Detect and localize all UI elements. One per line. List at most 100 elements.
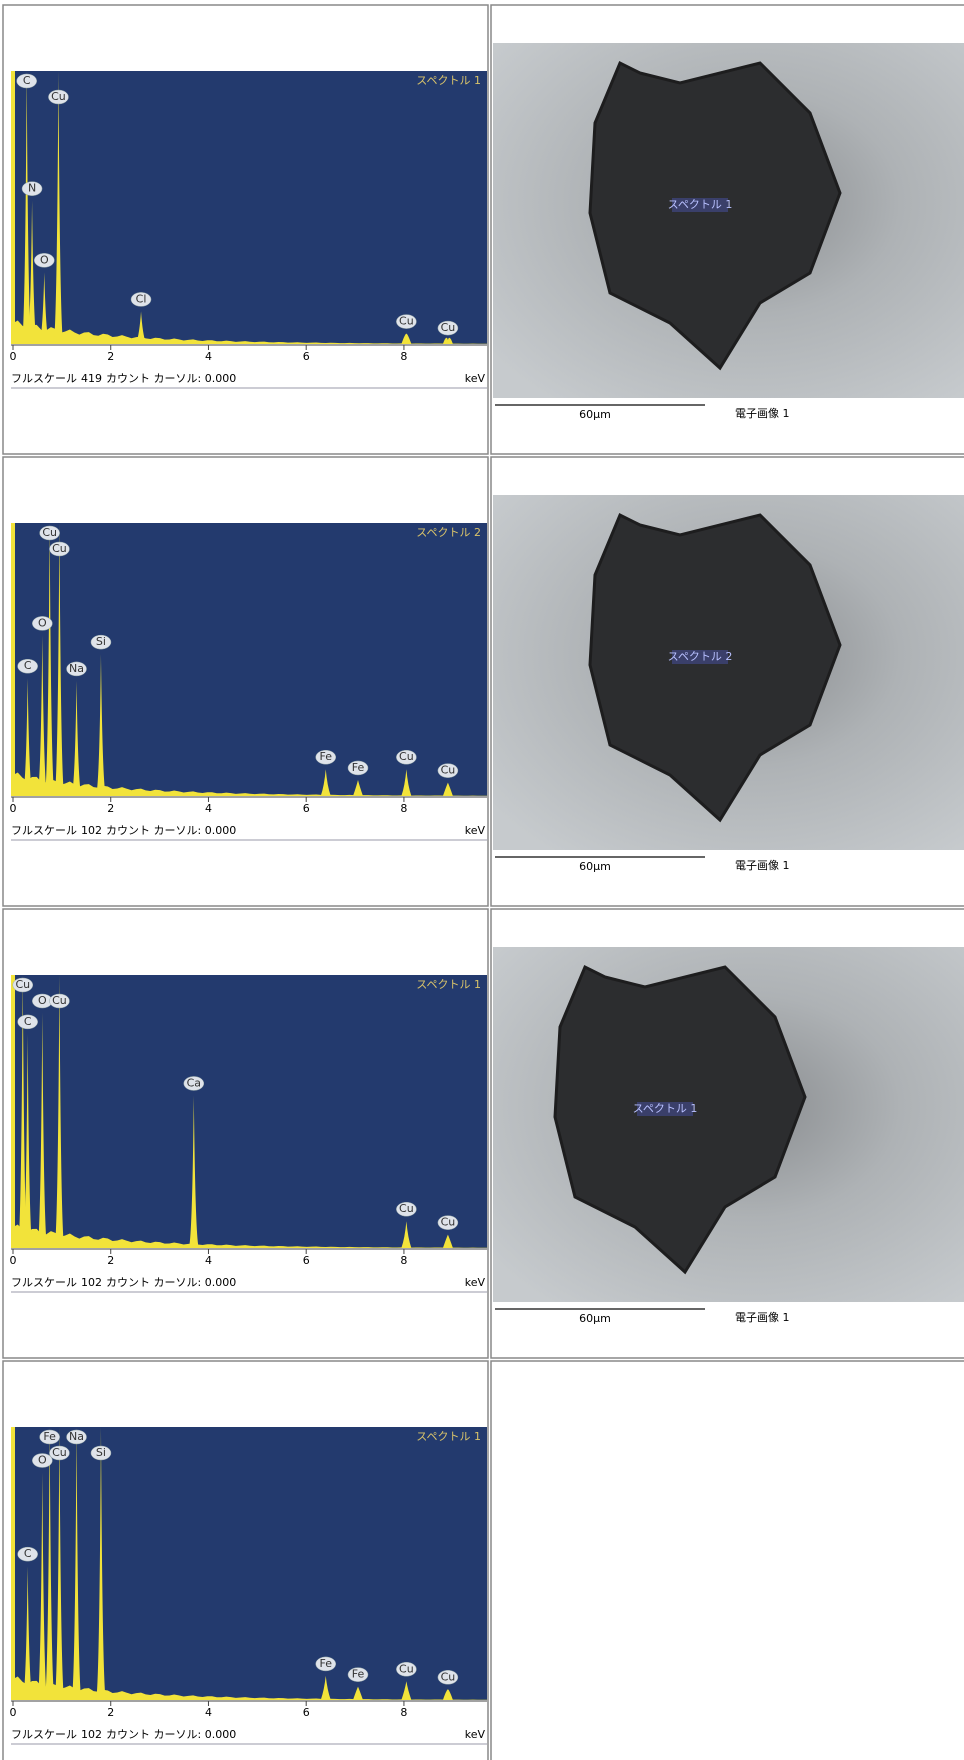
table-cell <box>490 1360 964 1760</box>
footer-suffix: カウント カーソル: 0.000 <box>106 372 236 385</box>
peak-label: Fe <box>319 750 332 763</box>
peak <box>401 1221 412 1248</box>
x-tick-label: 8 <box>400 1254 407 1267</box>
x-tick-label: 0 <box>10 350 17 363</box>
image-caption: 電子画像 1 <box>735 859 790 872</box>
peak-label: Cu <box>52 1446 67 1459</box>
peak-label-bg <box>396 314 417 329</box>
peak-label: Ca <box>187 1076 201 1089</box>
peak <box>22 678 33 796</box>
peak <box>37 1012 48 1248</box>
peak <box>53 71 64 344</box>
table-cell <box>2 4 489 455</box>
spot-label: スペクトル 2 <box>668 650 733 663</box>
x-tick-label: 4 <box>205 350 212 363</box>
x-unit: keV <box>465 824 486 837</box>
full-scale: 102 <box>81 1728 102 1741</box>
peak <box>401 1681 412 1700</box>
peak-label: C <box>24 1547 32 1560</box>
peak <box>17 975 28 1248</box>
peak-label: O <box>38 994 47 1007</box>
peak <box>27 200 38 344</box>
image-caption: 電子画像 1 <box>735 1311 790 1324</box>
peak-label-bg <box>17 1546 38 1562</box>
footer-suffix: カウント カーソル: 0.000 <box>106 1276 236 1289</box>
spectrum-tag: スペクトル 2 <box>416 526 481 539</box>
peak-label-bg <box>49 541 70 557</box>
peak-label: Fe <box>352 1668 365 1681</box>
peak-label-bg <box>90 1445 112 1461</box>
peak <box>95 654 106 796</box>
full-scale: 102 <box>81 824 102 837</box>
table-cell <box>490 4 964 455</box>
x-tick-label: 0 <box>10 1254 17 1267</box>
peak-label: Cu <box>15 978 30 991</box>
left-edge <box>11 71 15 344</box>
peak <box>54 523 65 796</box>
left-edge <box>11 523 15 796</box>
peak-label: Si <box>96 1446 106 1459</box>
peak <box>95 1427 106 1700</box>
spot-marker <box>672 650 728 664</box>
x-unit: keV <box>465 1728 486 1741</box>
peak-label: Cu <box>399 1202 414 1215</box>
peak <box>401 769 412 796</box>
plot-area <box>11 1427 487 1700</box>
left-edge <box>11 975 15 1248</box>
peak <box>442 782 453 796</box>
peak-label-bg <box>315 1656 336 1672</box>
peak <box>71 1427 82 1700</box>
spot-label: スペクトル 1 <box>633 1102 698 1115</box>
peak-label: Cu <box>441 321 456 334</box>
peak-label: Cu <box>399 1662 414 1675</box>
x-unit: keV <box>465 372 486 385</box>
peaks <box>11 523 487 796</box>
sem-image: スペクトル 1 60μm 電子画像 1 <box>493 43 964 421</box>
peak-label: Fe <box>352 761 365 774</box>
peak <box>320 769 331 796</box>
peak-label: Cu <box>441 764 456 777</box>
peak <box>22 1033 33 1248</box>
footer: フルスケール 102 カウント カーソル: 0.000 <box>11 824 236 837</box>
sem-image: スペクトル 2 60μm 電子画像 1 <box>493 495 964 873</box>
spot-marker <box>672 198 728 212</box>
particle <box>588 60 842 371</box>
spot-label: スペクトル 1 <box>668 198 733 211</box>
peak <box>37 635 48 796</box>
scale-label: 60μm <box>579 1312 611 1325</box>
peak-label-bg <box>16 73 37 89</box>
x-tick-label: 8 <box>400 802 407 815</box>
peak <box>54 975 65 1248</box>
peak <box>39 272 50 344</box>
x-tick-label: 6 <box>303 1254 310 1267</box>
full-scale: 102 <box>81 1276 102 1289</box>
peak-label: C <box>23 74 31 87</box>
left-edge <box>11 1427 15 1700</box>
footer-prefix: フルスケール <box>11 824 77 837</box>
peak-label: Cu <box>51 90 66 103</box>
x-tick-label: 6 <box>303 1706 310 1719</box>
spot-marker <box>637 1102 693 1116</box>
peak-label-bg <box>130 292 152 307</box>
peak-label: Cl <box>136 292 147 305</box>
full-scale: 419 <box>81 372 102 385</box>
x-tick-label: 0 <box>10 1706 17 1719</box>
peak <box>188 1095 199 1248</box>
peak-label: Cu <box>52 994 67 1007</box>
peak-label-bg <box>347 1667 369 1682</box>
peak-label-bg <box>396 749 417 765</box>
peak-label: O <box>38 616 47 629</box>
peak-label-bg <box>66 1429 87 1445</box>
peak <box>54 1427 65 1700</box>
peak <box>37 1472 48 1700</box>
peak <box>401 333 412 344</box>
peak-label: Cu <box>399 750 414 763</box>
x-tick-label: 2 <box>107 802 114 815</box>
peak-label-bg <box>183 1076 205 1091</box>
x-tick-label: 0 <box>10 802 17 815</box>
peak-label-bg <box>437 1215 459 1230</box>
peak-label-bg <box>32 616 53 631</box>
